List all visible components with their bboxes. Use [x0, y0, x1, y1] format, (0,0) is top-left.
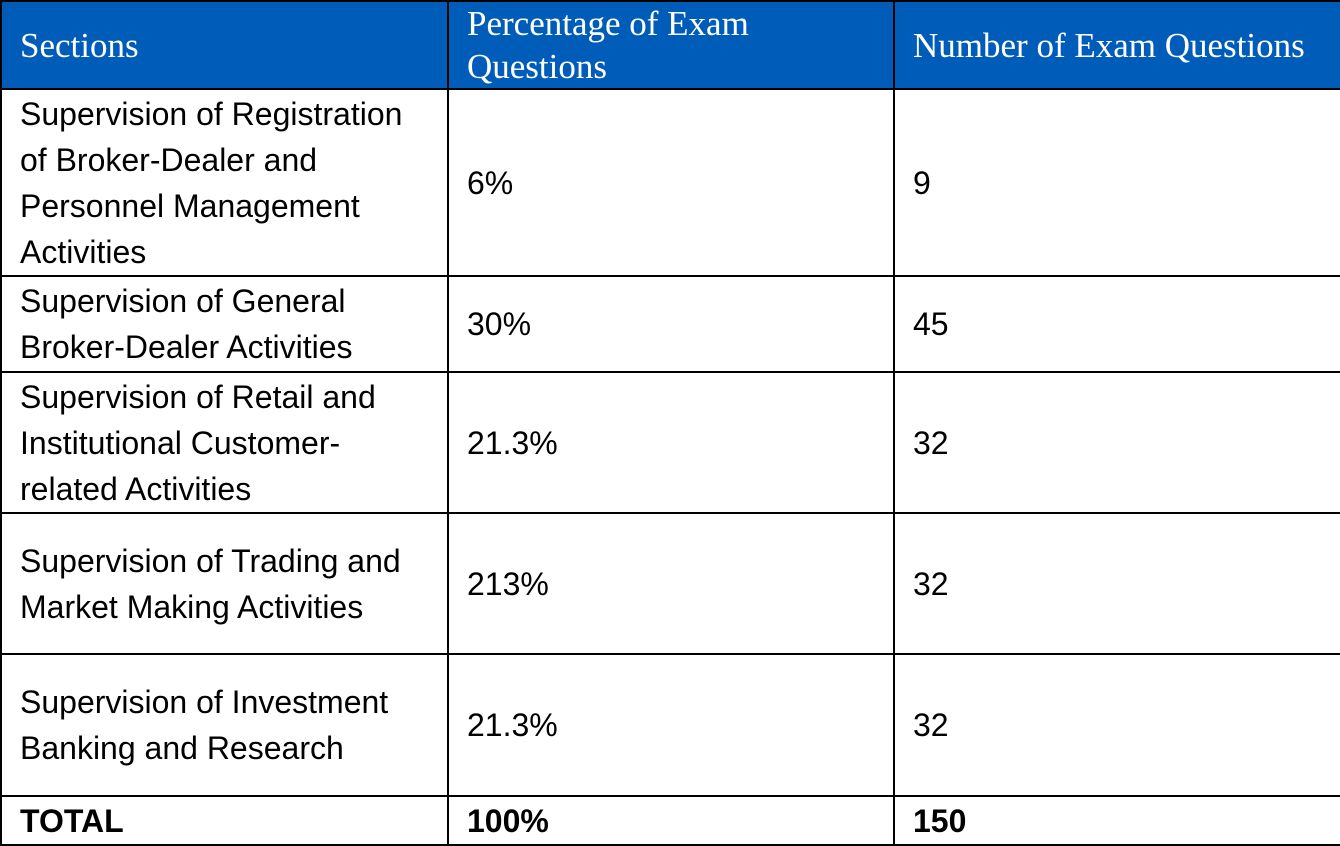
table-row: Supervision of Investment Banking and Re…	[0, 653, 1340, 797]
header-cell: Number of Exam Questions	[893, 0, 1340, 90]
table-cell: 21.3%	[447, 653, 895, 797]
table-cell: Supervision of Retail and Institutional …	[0, 371, 449, 514]
table-header: Sections Percentage of Exam Questions Numb…	[0, 0, 1340, 90]
table-cell: 45	[893, 275, 1340, 373]
table-cell: 213%	[447, 512, 895, 655]
table-cell: 32	[893, 653, 1340, 797]
table-cell: 32	[893, 512, 1340, 655]
total-cell: 100%	[447, 795, 895, 846]
table-cell: 30%	[447, 275, 895, 373]
table-cell: Supervision of Trading and Market Making…	[0, 512, 449, 655]
table-cell: Supervision of Investment Banking and Re…	[0, 653, 449, 797]
table-cell: 32	[893, 371, 1340, 514]
table-cell: Supervision of General Broker-Dealer Act…	[0, 275, 449, 373]
header-cell: Sections	[0, 0, 449, 90]
table-cell: 9	[893, 88, 1340, 277]
table-cell: 6%	[447, 88, 895, 277]
total-cell: TOTAL	[0, 795, 449, 846]
table-row: Supervision of Trading and Market Making…	[0, 512, 1340, 655]
table-row: Supervision of General Broker-Dealer Act…	[0, 275, 1340, 373]
table-cell: Supervision of Registration of Broker-De…	[0, 88, 449, 277]
total-row: TOTAL 100% 150	[0, 795, 1340, 846]
table-row: Supervision of Retail and Institutional …	[0, 371, 1340, 514]
total-cell: 150	[893, 795, 1340, 846]
table-cell: 21.3%	[447, 371, 895, 514]
table-row: Supervision of Registration of Broker-De…	[0, 88, 1340, 277]
table-body: Supervision of Registration of Broker-De…	[0, 88, 1340, 846]
header-row: Sections Percentage of Exam Questions Numb…	[0, 0, 1340, 90]
header-cell: Percentage of Exam Questions	[447, 0, 895, 90]
